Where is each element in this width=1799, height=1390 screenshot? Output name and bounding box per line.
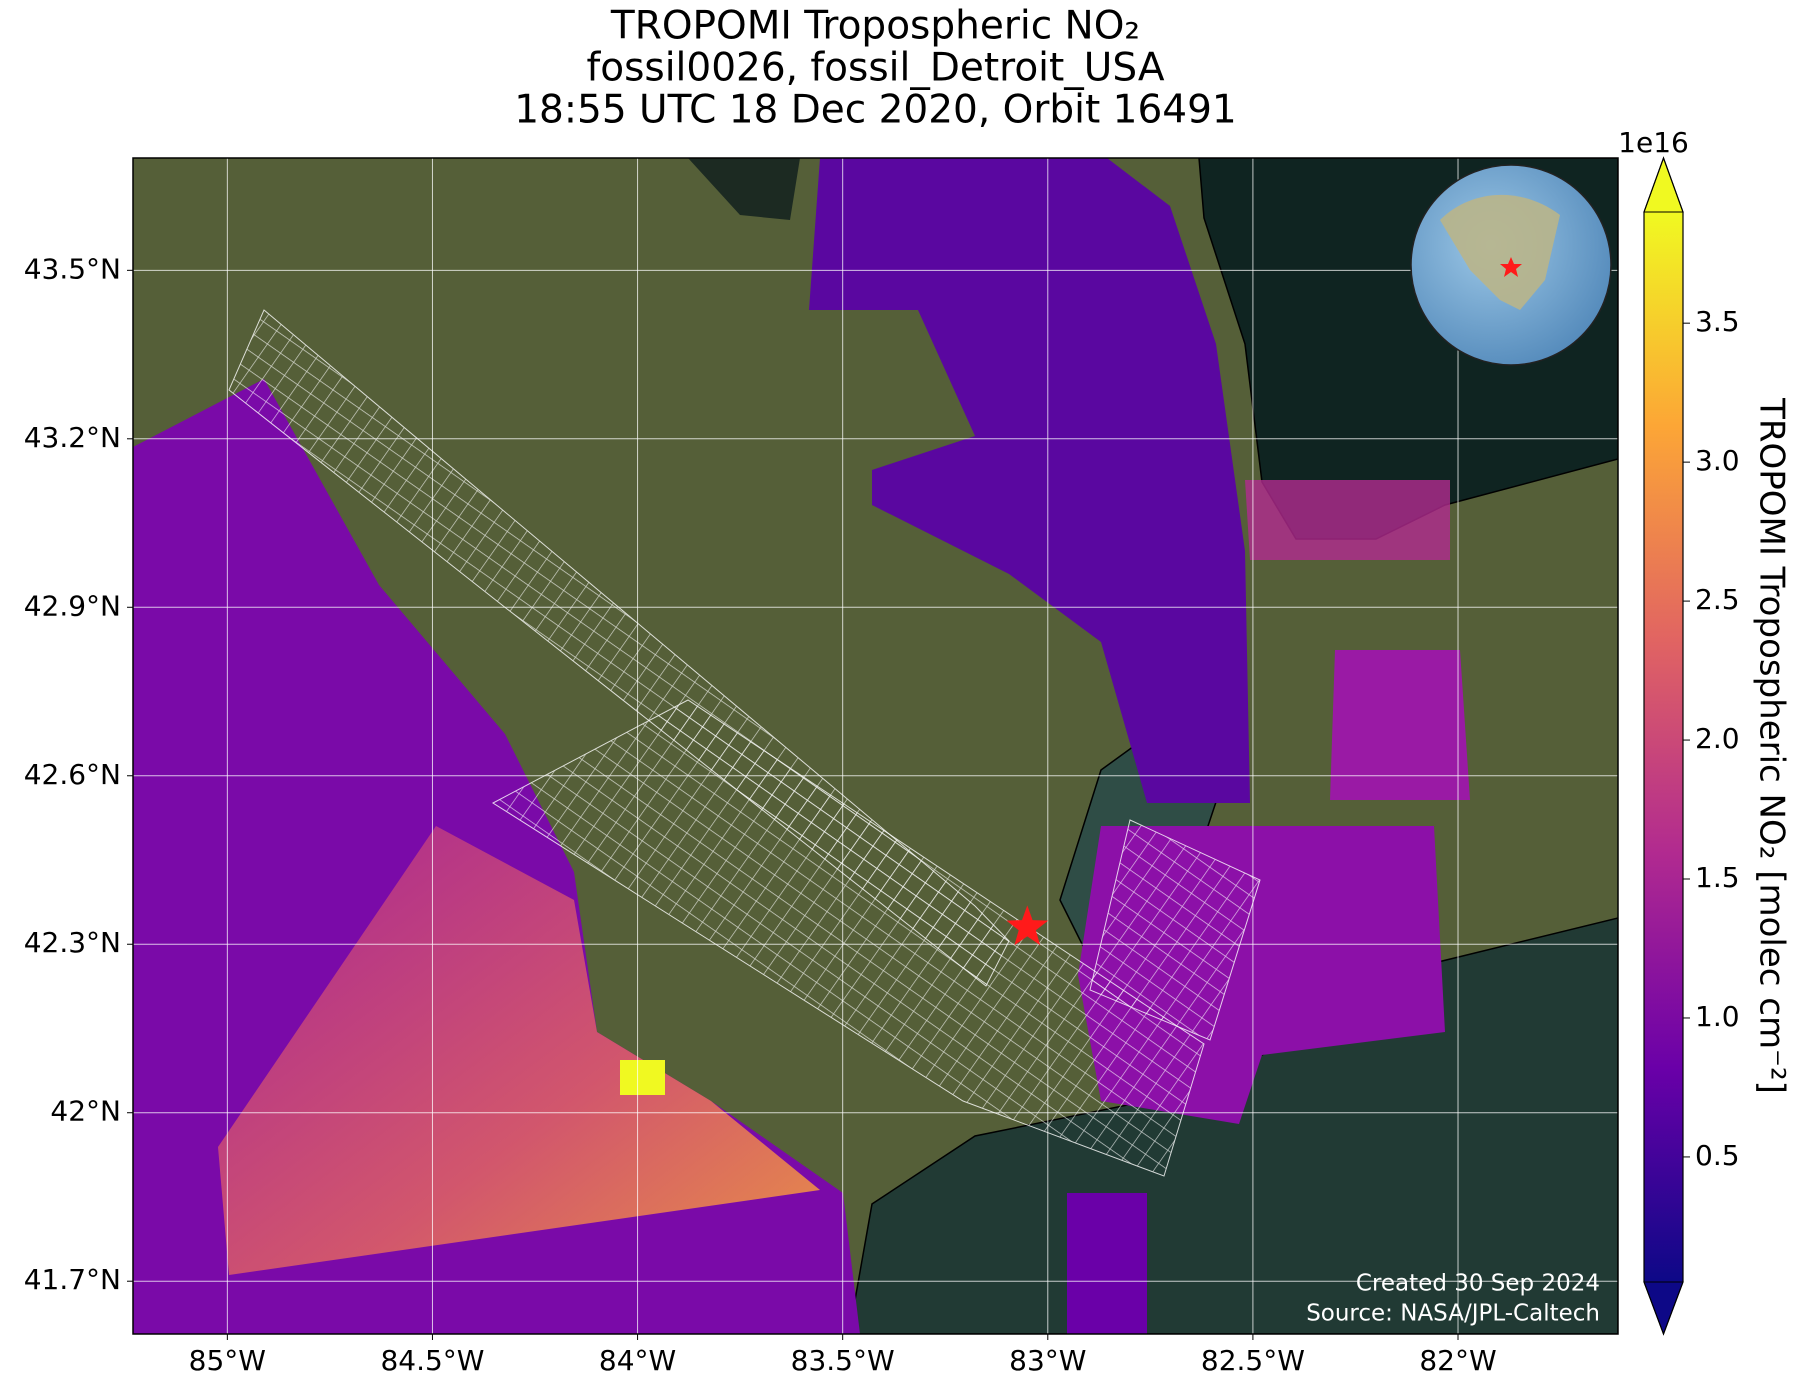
no2-field	[809, 158, 1250, 803]
x-tick-label: 85°W	[189, 1344, 266, 1377]
colorbar-tick-label: 0.5	[1695, 1139, 1740, 1172]
colorbar: 0.5 1.0 1.5 2.0 2.5 3.0 3.5 1e16 TROPOMI Troposp…	[1618, 126, 1792, 1336]
colorbar-tick-label: 2.0	[1695, 722, 1740, 755]
inset-land	[1440, 194, 1560, 310]
colorbar-label: TROPOMI Tropospheric NO₂ [molec cm⁻²]	[1752, 397, 1792, 1094]
colorbar-extend-min	[1643, 1281, 1684, 1336]
x-tick-label: 84°W	[599, 1344, 676, 1377]
x-tick-label: 82.5°W	[1201, 1344, 1305, 1377]
no2-field	[1067, 1193, 1147, 1334]
chart-title: fossil0026, fossil_Detroit_USA	[586, 46, 1164, 91]
colorbar-tick-label: 1.0	[1695, 1000, 1740, 1033]
x-tick-label: 82°W	[1419, 1344, 1496, 1377]
colorbar-extend-max	[1643, 156, 1684, 213]
y-tick-label: 42°N	[50, 1095, 121, 1128]
y-tick-label: 42.9°N	[24, 589, 121, 622]
map	[133, 158, 1618, 1334]
no2-plume	[218, 826, 820, 1275]
y-tick-label: 43.2°N	[24, 421, 121, 454]
colorbar-outline	[1643, 156, 1684, 1336]
inset-marker	[1500, 257, 1522, 277]
annotation: Source: NASA/JPL-Caltech	[1306, 1301, 1600, 1327]
colorbar-tick-label: 2.5	[1695, 583, 1740, 616]
overpass-footprint	[492, 699, 1205, 1177]
no2-field	[1330, 650, 1470, 800]
colorbar-tick-label: 3.0	[1695, 444, 1740, 477]
x-tick-label: 83°W	[1009, 1344, 1086, 1377]
colorbar-tick-label: 1.5	[1695, 861, 1740, 894]
y-tick-label: 41.7°N	[24, 1263, 121, 1296]
no2-field	[1245, 480, 1450, 560]
map-frame	[132, 157, 1619, 1335]
colorbar-tick-label: 3.5	[1695, 305, 1740, 338]
y-tick-label: 42.3°N	[24, 926, 121, 959]
y-tick-label: 42.6°N	[24, 758, 121, 791]
lake-michigan	[688, 158, 800, 220]
no2-max	[620, 1060, 665, 1095]
y-tick-label: 43.5°N	[24, 252, 121, 285]
gridlines	[133, 158, 1618, 1334]
x-tick-label: 83.5°W	[791, 1344, 895, 1377]
x-tick-label: 84.5°W	[380, 1344, 484, 1377]
annotation: Created 30 Sep 2024	[1356, 1271, 1600, 1297]
overpass-footprint	[1089, 819, 1261, 1041]
chart-title: TROPOMI Tropospheric NO₂	[610, 4, 1140, 49]
colorbar-bar	[1644, 212, 1683, 1282]
site-marker	[1006, 905, 1049, 946]
chart-title: 18:55 UTC 18 Dec 2020, Orbit 16491	[514, 88, 1237, 133]
colorbar-scale-label: 1e16	[1618, 126, 1689, 159]
